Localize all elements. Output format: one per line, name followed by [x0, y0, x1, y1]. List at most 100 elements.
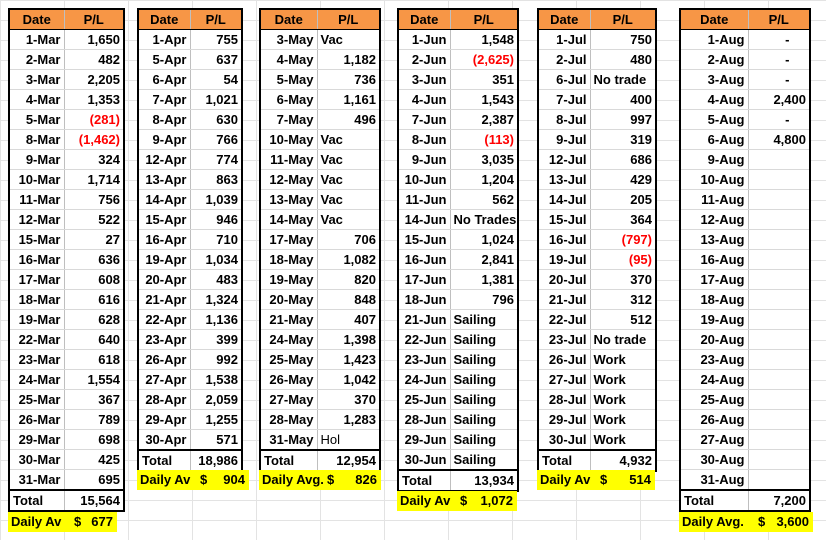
date-cell[interactable]: 21-Apr: [138, 289, 191, 310]
date-cell[interactable]: 2-Jun: [398, 49, 451, 70]
pl-cell[interactable]: [748, 269, 811, 290]
pl-cell[interactable]: 637: [190, 49, 243, 70]
date-cell[interactable]: 15-Jul: [538, 209, 591, 230]
date-cell[interactable]: 26-May: [260, 369, 318, 390]
daily-average-bar[interactable]: Daily Avg. $3,600: [679, 512, 813, 532]
pl-cell[interactable]: 1,024: [450, 229, 519, 250]
pl-cell[interactable]: 367: [64, 389, 125, 410]
date-cell[interactable]: 1-Aug: [680, 29, 749, 50]
pl-cell[interactable]: 54: [190, 69, 243, 90]
date-cell[interactable]: 5-Apr: [138, 49, 191, 70]
pl-cell[interactable]: 429: [590, 169, 657, 190]
date-cell[interactable]: 31-Mar: [9, 469, 65, 491]
pl-cell[interactable]: 636: [64, 249, 125, 270]
date-cell[interactable]: 23-Aug: [680, 349, 749, 370]
date-cell[interactable]: 21-Jul: [538, 289, 591, 310]
pl-cell[interactable]: 496: [317, 109, 381, 130]
pl-cell[interactable]: 698: [64, 429, 125, 450]
date-cell[interactable]: 14-Jul: [538, 189, 591, 210]
total-label[interactable]: Total: [538, 449, 591, 472]
pl-column-header[interactable]: P/L: [450, 9, 519, 30]
pl-cell[interactable]: [748, 309, 811, 330]
pl-cell[interactable]: 1,554: [64, 369, 125, 390]
date-cell[interactable]: 9-Aug: [680, 149, 749, 170]
date-cell[interactable]: 4-Jun: [398, 89, 451, 110]
date-cell[interactable]: 31-Aug: [680, 469, 749, 491]
pl-cell[interactable]: Work: [590, 389, 657, 410]
pl-cell[interactable]: 820: [317, 269, 381, 290]
date-cell[interactable]: 16-Jul: [538, 229, 591, 250]
pl-cell[interactable]: 480: [590, 49, 657, 70]
daily-average-bar[interactable]: Daily Av $1,072: [397, 491, 517, 511]
pl-cell[interactable]: 1,538: [190, 369, 243, 390]
pl-cell[interactable]: Sailing: [450, 329, 519, 350]
pl-cell[interactable]: 351: [450, 69, 519, 90]
date-cell[interactable]: 18-Aug: [680, 289, 749, 310]
pl-cell[interactable]: [748, 369, 811, 390]
date-cell[interactable]: 6-Apr: [138, 69, 191, 90]
total-label[interactable]: Total: [398, 469, 451, 492]
date-cell[interactable]: 20-Aug: [680, 329, 749, 350]
pl-cell[interactable]: 630: [190, 109, 243, 130]
pl-cell[interactable]: 1,039: [190, 189, 243, 210]
pl-cell[interactable]: Sailing: [450, 449, 519, 471]
pl-cell[interactable]: 1,034: [190, 249, 243, 270]
date-cell[interactable]: 19-Aug: [680, 309, 749, 330]
date-cell[interactable]: 12-Aug: [680, 209, 749, 230]
date-cell[interactable]: 24-Jun: [398, 369, 451, 390]
pl-cell[interactable]: Hol: [317, 429, 381, 451]
pl-cell[interactable]: 1,353: [64, 89, 125, 110]
date-cell[interactable]: 18-Jun: [398, 289, 451, 310]
date-cell[interactable]: 14-May: [260, 209, 318, 230]
pl-cell[interactable]: 755: [190, 29, 243, 50]
date-cell[interactable]: 25-Jun: [398, 389, 451, 410]
date-cell[interactable]: 31-May: [260, 429, 318, 451]
date-cell[interactable]: 14-Apr: [138, 189, 191, 210]
date-cell[interactable]: 1-Apr: [138, 29, 191, 50]
date-cell[interactable]: 7-Apr: [138, 89, 191, 110]
pl-cell[interactable]: Work: [590, 429, 657, 451]
date-cell[interactable]: 9-Apr: [138, 129, 191, 150]
pl-cell[interactable]: 562: [450, 189, 519, 210]
date-cell[interactable]: 2-Aug: [680, 49, 749, 70]
date-cell[interactable]: 24-Aug: [680, 369, 749, 390]
date-cell[interactable]: 30-Jul: [538, 429, 591, 451]
pl-cell[interactable]: Vac: [317, 169, 381, 190]
date-cell[interactable]: 19-Jul: [538, 249, 591, 270]
pl-cell[interactable]: Sailing: [450, 389, 519, 410]
pl-cell[interactable]: (797): [590, 229, 657, 250]
pl-cell[interactable]: 2,400: [748, 89, 811, 110]
pl-cell[interactable]: Vac: [317, 209, 381, 230]
pl-cell[interactable]: 364: [590, 209, 657, 230]
pl-cell[interactable]: -: [748, 109, 811, 130]
date-cell[interactable]: 30-Aug: [680, 449, 749, 470]
pl-cell[interactable]: [748, 389, 811, 410]
pl-cell[interactable]: 512: [590, 309, 657, 330]
date-cell[interactable]: 8-Jun: [398, 129, 451, 150]
pl-cell[interactable]: [748, 169, 811, 190]
daily-average-bar[interactable]: Daily Avg. $826: [259, 470, 381, 490]
date-cell[interactable]: 18-May: [260, 249, 318, 270]
pl-cell[interactable]: 1,161: [317, 89, 381, 110]
pl-cell[interactable]: 399: [190, 329, 243, 350]
daily-average-bar[interactable]: Daily Av $514: [537, 470, 655, 490]
pl-cell[interactable]: 1,021: [190, 89, 243, 110]
date-cell[interactable]: 11-Aug: [680, 189, 749, 210]
date-cell[interactable]: 24-Mar: [9, 369, 65, 390]
date-cell[interactable]: 12-May: [260, 169, 318, 190]
pl-cell[interactable]: [748, 329, 811, 350]
date-cell[interactable]: 5-Aug: [680, 109, 749, 130]
date-cell[interactable]: 22-Mar: [9, 329, 65, 350]
date-cell[interactable]: 4-Aug: [680, 89, 749, 110]
date-cell[interactable]: 16-Jun: [398, 249, 451, 270]
date-column-header[interactable]: Date: [138, 9, 191, 30]
date-cell[interactable]: 13-May: [260, 189, 318, 210]
total-label[interactable]: Total: [260, 449, 318, 472]
pl-cell[interactable]: [748, 149, 811, 170]
date-cell[interactable]: 20-May: [260, 289, 318, 310]
pl-cell[interactable]: 1,714: [64, 169, 125, 190]
pl-cell[interactable]: Sailing: [450, 309, 519, 330]
date-cell[interactable]: 7-Jul: [538, 89, 591, 110]
date-cell[interactable]: 25-Aug: [680, 389, 749, 410]
date-cell[interactable]: 26-Jul: [538, 349, 591, 370]
